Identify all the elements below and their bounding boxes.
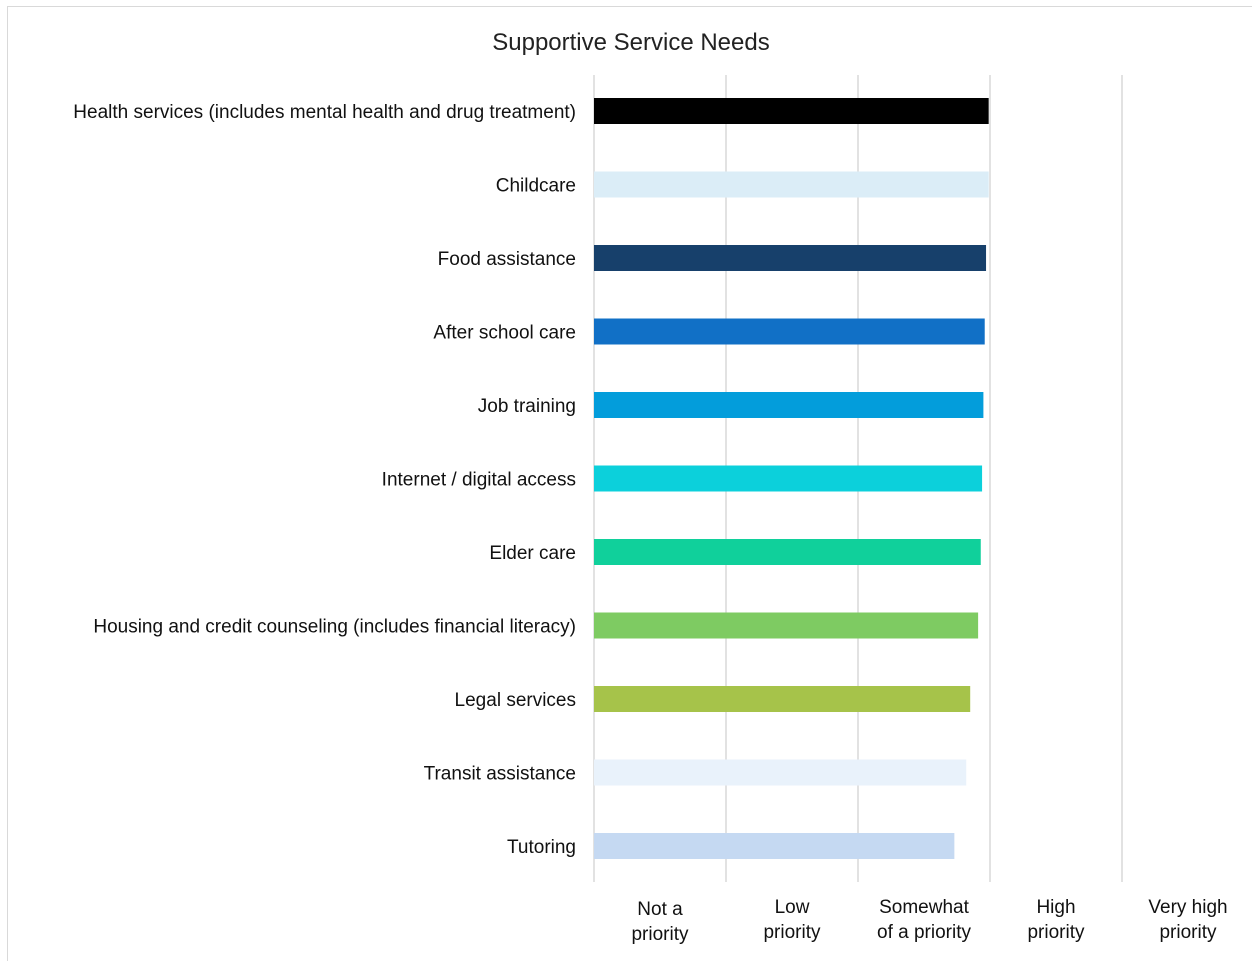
bar: [594, 833, 955, 859]
category-label: Tutoring: [507, 837, 576, 858]
category-label: Elder care: [489, 543, 576, 564]
category-label: Internet / digital access: [382, 470, 576, 491]
bar: [594, 465, 983, 492]
bar: [594, 392, 984, 418]
chart-title: Supportive Service Needs: [492, 29, 769, 56]
category-label: After school care: [433, 323, 576, 344]
bar: [594, 171, 989, 198]
x-tick-label: priority: [1027, 922, 1085, 943]
bar: [594, 245, 987, 271]
bar: [594, 539, 981, 565]
category-label: Legal services: [455, 690, 576, 711]
x-tick-label: priority: [763, 922, 821, 943]
x-tick-label: Somewhat: [879, 897, 969, 918]
category-label: Transit assistance: [424, 764, 576, 785]
category-label: Housing and credit counseling (includes …: [93, 617, 576, 638]
category-label: Food assistance: [438, 249, 576, 270]
x-tick-label: priority: [1159, 922, 1217, 943]
category-label: Health services (includes mental health …: [73, 102, 576, 123]
bar: [594, 612, 979, 639]
x-tick-label: priority: [631, 924, 689, 945]
bar: [594, 686, 971, 712]
x-tick-label: Low: [775, 897, 810, 918]
category-label: Childcare: [496, 176, 576, 197]
category-label: Job training: [478, 396, 576, 417]
bar: [594, 759, 967, 786]
x-tick-label: Not a: [637, 899, 683, 920]
x-tick-label: of a priority: [877, 922, 971, 943]
bar: [594, 98, 989, 124]
x-tick-label: Very high: [1148, 897, 1227, 918]
chart-frame: [7, 6, 1252, 961]
bar: [594, 318, 985, 345]
x-tick-label: High: [1036, 897, 1075, 918]
